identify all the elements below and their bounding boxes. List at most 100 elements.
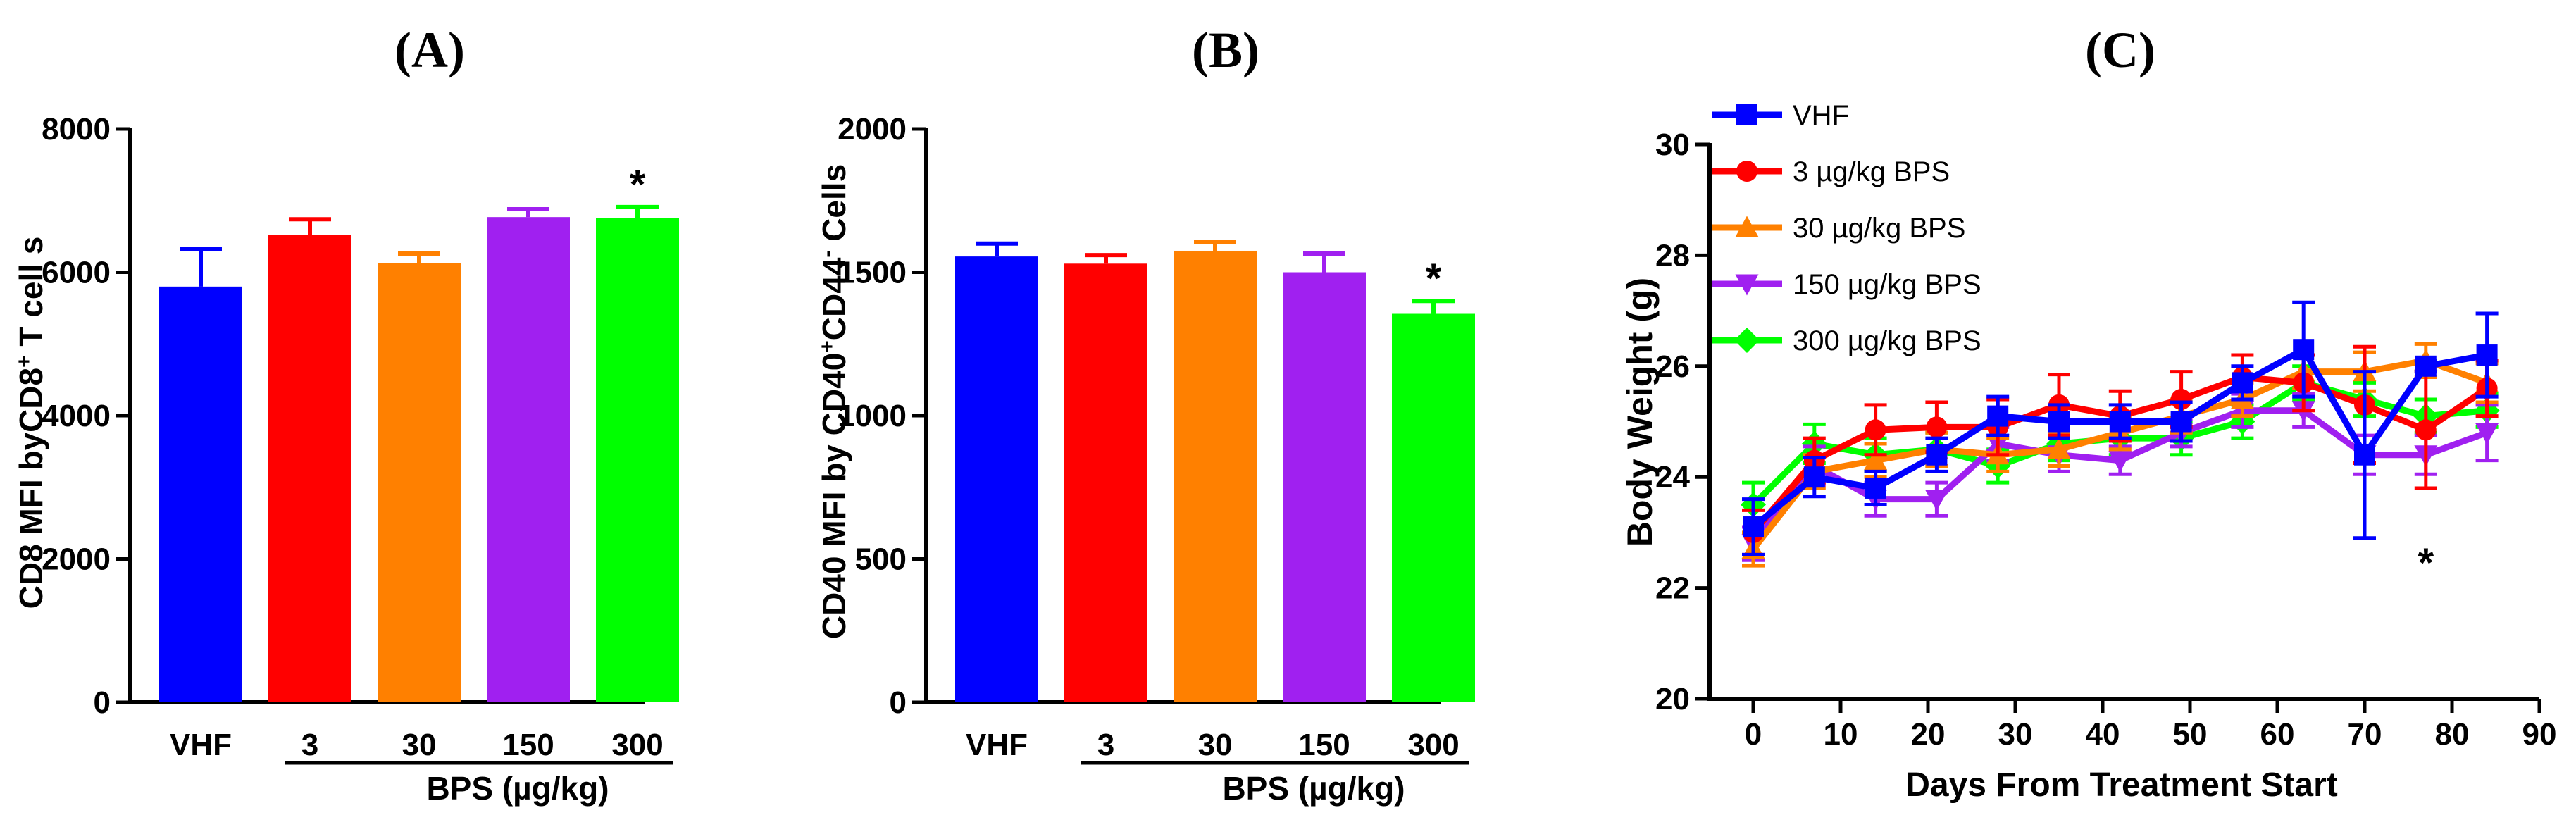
data-point	[2108, 451, 2132, 473]
panel-c-legend: VHF 3 µg/kg BPS 30 µg/kg BPS 150 µg/kg BPS 3…	[1712, 100, 1981, 356]
panel-a-bar-300	[596, 218, 679, 702]
data-point	[2354, 444, 2375, 466]
panel-a-x-tick-label: 300	[611, 728, 663, 762]
panel-b-y-label-part-1: CD40 MFI by CD40	[816, 353, 852, 639]
panel-a-y-label-sup: +	[13, 355, 36, 368]
legend-marker	[1735, 216, 1759, 237]
panel-b-x-tick-label: 150	[1298, 728, 1350, 762]
data-point	[2170, 389, 2192, 411]
data-point	[2232, 372, 2253, 394]
data-point	[2170, 411, 2192, 433]
panel-c-y-tick-label: 22	[1655, 571, 1690, 606]
panel-a-label: (A)	[394, 22, 465, 78]
panel-c-x-tick-label: 90	[2522, 717, 2557, 752]
panel-b-y-tick-label: 1500	[838, 256, 907, 290]
panel-b-y-label-sup-1: +	[816, 340, 839, 353]
panel-b-bar-VHF	[955, 256, 1038, 702]
legend-label: 3 µg/kg BPS	[1793, 156, 1950, 187]
panel-b-y-tick-label: 1000	[838, 399, 907, 433]
panel-a-x-tick-label: 3	[301, 728, 318, 762]
panel-c-y-tick-label: 20	[1655, 682, 1690, 716]
legend-marker	[1736, 104, 1757, 125]
panel-c-x-tick-label: 60	[2260, 717, 2295, 752]
panel-a-y-label-part-1: CD8 MFI byCD8	[13, 368, 49, 609]
panel-a-y-axis-label: CD8 MFI byCD8+ T cell s	[13, 237, 50, 609]
panel-c-x-tick-label: 80	[2435, 717, 2470, 752]
panel-c: (C) Body Weight (g) Days From Treatment …	[1620, 22, 2556, 804]
panel-b-x-tick-label: 30	[1198, 728, 1233, 762]
panel-b-y-tick-label: 2000	[838, 112, 907, 147]
panel-a-x-tick-label: 30	[402, 728, 437, 762]
panel-a-bar-VHF	[159, 286, 242, 703]
panel-c-x-tick-label: 40	[2086, 717, 2120, 752]
panel-a: (A) CD8 MFI byCD8+ T cell s 0 2000 4000 600…	[13, 22, 679, 807]
panel-c-x-tick-label: 70	[2348, 717, 2382, 752]
panel-a-bar-30	[378, 263, 461, 703]
panel-b-y-axis-label: CD40 MFI by CD40+CD44- Cells	[816, 164, 853, 639]
panel-b-bar-30	[1174, 250, 1257, 703]
panel-c-x-tick-label: 0	[1745, 717, 1762, 752]
data-point	[2475, 423, 2499, 444]
legend-marker	[1736, 161, 1757, 182]
panel-a-group-label: BPS (µg/kg)	[426, 770, 609, 807]
legend-marker	[1735, 274, 1759, 296]
series-1	[1742, 300, 2499, 556]
data-point	[1864, 449, 1888, 471]
legend-label: 300 µg/kg BPS	[1793, 325, 1981, 356]
panel-b-y-label-part-3: Cells	[816, 164, 852, 251]
panel-b-y-tick-label: 0	[890, 685, 907, 720]
data-point	[2047, 437, 2071, 459]
panel-b-x-tick-label: VHF	[966, 728, 1028, 762]
data-point	[2048, 411, 2070, 433]
panel-c-x-tick-label: 20	[1911, 717, 1946, 752]
data-point	[1987, 405, 2009, 427]
data-point	[2476, 344, 2498, 366]
panel-a-significance-star: *	[630, 162, 646, 208]
legend-label: 30 µg/kg BPS	[1793, 213, 1965, 244]
legend-label: VHF	[1793, 100, 1849, 131]
data-point	[1803, 466, 1825, 488]
panel-b-y-label-sup-2: -	[816, 251, 839, 258]
data-point	[1926, 416, 1948, 438]
data-point	[1924, 490, 1948, 511]
panel-a-x-tick-label: 150	[502, 728, 554, 762]
panel-a-x-tick-label: VHF	[170, 728, 232, 762]
panel-b-bar-3	[1064, 263, 1147, 702]
panel-a-y-tick-label: 2000	[42, 542, 111, 577]
panel-c-x-axis-label: Days From Treatment Start	[1905, 766, 2338, 804]
data-point	[1865, 419, 1886, 441]
panel-b: (B) CD40 MFI by CD40+CD44- Cells 0 500 100…	[816, 22, 1475, 807]
panel-b-plot-area: 0 500 1000 1500 2000 VHF 3 30 150 300 *	[838, 112, 1475, 765]
panel-b-significance-star: *	[1426, 256, 1442, 301]
panel-b-bar-300	[1392, 313, 1475, 702]
panel-c-y-tick-label: 30	[1655, 128, 1690, 162]
data-point	[2415, 355, 2437, 377]
data-point	[2293, 339, 2315, 361]
panel-c-y-tick-label: 24	[1655, 460, 1690, 495]
data-point	[1865, 477, 1886, 499]
panel-b-y-label-part-2: CD44	[816, 257, 852, 340]
panel-c-label: (C)	[2085, 22, 2155, 78]
panel-a-y-tick-label: 4000	[42, 399, 111, 433]
panel-c-x-tick-label: 50	[2173, 717, 2208, 752]
data-point	[2415, 419, 2437, 441]
panel-b-group-label: BPS (µg/kg)	[1222, 770, 1405, 807]
legend-marker	[1734, 328, 1760, 353]
panel-b-x-tick-label: 3	[1097, 728, 1114, 762]
panel-b-y-tick-label: 500	[855, 542, 907, 577]
panel-b-label: (B)	[1192, 22, 1259, 78]
panel-c-plot-area: 20 22 24 26 28 30 0 10 20 30 40 50 60 70 80 90 *	[1655, 128, 2556, 752]
panel-a-plot-area: 0 2000 4000 6000 8000 VHF 3 30 150 300 *	[42, 112, 679, 765]
panel-c-x-tick-label: 10	[1824, 717, 1858, 752]
data-point	[2109, 411, 2131, 433]
panel-b-bar-150	[1283, 272, 1366, 702]
panel-a-y-tick-label: 6000	[42, 256, 111, 290]
panel-a-bar-3	[268, 235, 351, 703]
panel-c-y-tick-label: 26	[1655, 349, 1690, 384]
data-point	[1743, 516, 1764, 538]
panel-a-y-tick-label: 8000	[42, 112, 111, 147]
panel-c-y-axis-label: Body Weight (g)	[1620, 278, 1660, 547]
legend-label: 150 µg/kg BPS	[1793, 269, 1981, 300]
panel-b-x-tick-label: 300	[1407, 728, 1459, 762]
